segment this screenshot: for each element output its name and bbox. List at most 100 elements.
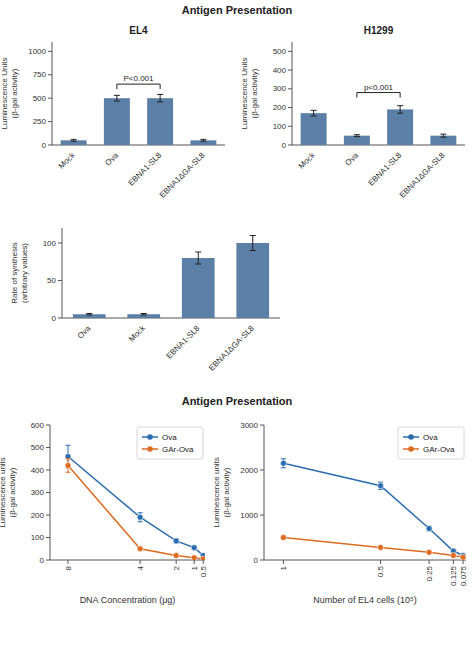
y-axis-label-line: (β-gal activity) [250, 68, 259, 118]
x-tick-label: Ova [103, 150, 120, 167]
x-tick [463, 560, 464, 564]
error-bar [141, 314, 147, 316]
y-tick-label: 2000 [240, 466, 258, 475]
line [283, 538, 463, 558]
x-tick-label: 2 [172, 565, 181, 570]
error-bar [200, 139, 206, 141]
error-bar-cap [71, 141, 77, 142]
error-bar-cap [200, 141, 206, 142]
line [283, 463, 463, 555]
y-tick [288, 145, 292, 146]
y-axis-label: Luminescence units(β-gal activity) [0, 457, 17, 528]
chart-title: H1299 [364, 25, 394, 36]
y-tick [288, 70, 292, 71]
line [68, 457, 203, 556]
y-axis-label-line: Luminescence Units [240, 57, 249, 129]
x-tick [283, 560, 284, 564]
y-tick-label: 500 [33, 94, 47, 103]
plot-area [280, 459, 466, 560]
error-bar-cap [66, 458, 71, 459]
y-axis [52, 42, 53, 145]
error-bar [354, 135, 360, 137]
legend-marker [147, 446, 153, 452]
bar-chart: EL402505007501000Luminescence Units(β-ga… [0, 25, 225, 200]
error-bar-cap [281, 458, 286, 459]
x-tick-label: Ova [76, 323, 93, 340]
x-tick-label: Mock [127, 323, 148, 344]
x-tick [453, 560, 454, 564]
x-tick-label: 0.25 [425, 565, 434, 581]
error-bar-cap [114, 100, 120, 101]
y-tick-label: 1000 [28, 47, 46, 56]
bar [127, 314, 160, 318]
error-bar [250, 236, 256, 251]
error-bar-cap [66, 472, 71, 473]
y-tick [46, 447, 50, 448]
point [426, 549, 432, 555]
point [191, 555, 197, 560]
error-bar-cap [250, 235, 256, 236]
x-tick [68, 560, 69, 564]
y-axis [292, 42, 293, 145]
figure: Antigen PresentationEL402505007501000Lum… [0, 0, 474, 645]
point [460, 554, 466, 560]
legend-box [137, 427, 203, 459]
y-tick [48, 98, 52, 99]
y-tick-label: 0 [282, 141, 287, 150]
y-axis-label: Luminescence Units(β-gal activity) [240, 57, 259, 129]
x-axis [50, 560, 205, 561]
x-tick-label: EBNA1ΔGA-SL8 [398, 150, 447, 199]
y-tick-label: 0 [42, 141, 47, 150]
bar [190, 140, 216, 145]
y-tick-label: 100 [43, 239, 57, 248]
legend: OvaGAr-Ova [137, 427, 203, 459]
point [378, 544, 384, 550]
error-bar [174, 539, 179, 544]
y-tick-label: 200 [273, 103, 287, 112]
x-tick [429, 560, 430, 564]
point [173, 538, 179, 544]
error-bar-stem [400, 106, 401, 113]
error-bar-cap [195, 252, 201, 253]
legend-entry: GAr-Ova [162, 445, 194, 454]
x-tick-label: EBNA1-SL8 [366, 150, 403, 187]
y-tick [260, 470, 264, 471]
series [280, 535, 466, 561]
annotation: P<0.001 [123, 74, 154, 83]
y-tick [48, 145, 52, 146]
x-axis [264, 560, 466, 561]
y-tick-label: 250 [33, 117, 47, 126]
error-bar-cap [71, 139, 77, 140]
y-tick-label: 400 [273, 66, 287, 75]
error-bar-cap [141, 313, 147, 314]
y-tick [46, 560, 50, 561]
bar [344, 136, 370, 145]
point [378, 483, 384, 489]
error-bar-cap [311, 110, 317, 111]
error-bar-cap [397, 105, 403, 106]
error-bar-cap [354, 134, 360, 135]
error-bar [86, 314, 92, 316]
error-bar-cap [66, 445, 71, 446]
legend-marker [147, 434, 153, 440]
error-bar [195, 252, 201, 264]
y-tick [58, 318, 62, 319]
plot-area [301, 106, 457, 145]
x-tick [176, 560, 177, 564]
point [450, 553, 456, 559]
bar [147, 98, 173, 145]
x-tick-label: 1 [279, 565, 288, 570]
y-tick-label: 1000 [240, 511, 258, 520]
y-axis-label-line: Luminescence units [212, 457, 221, 528]
x-tick-label: 0.5 [199, 565, 208, 577]
x-tick-label: EBNA1-SL8 [165, 323, 202, 360]
y-tick [46, 425, 50, 426]
y-tick-label: 100 [273, 122, 287, 131]
error-bar [281, 459, 286, 468]
error-bar-cap [114, 95, 120, 96]
y-tick [288, 107, 292, 108]
error-bar [66, 459, 71, 473]
y-tick [288, 51, 292, 52]
y-tick-label: 300 [273, 84, 287, 93]
error-bar [427, 526, 432, 531]
